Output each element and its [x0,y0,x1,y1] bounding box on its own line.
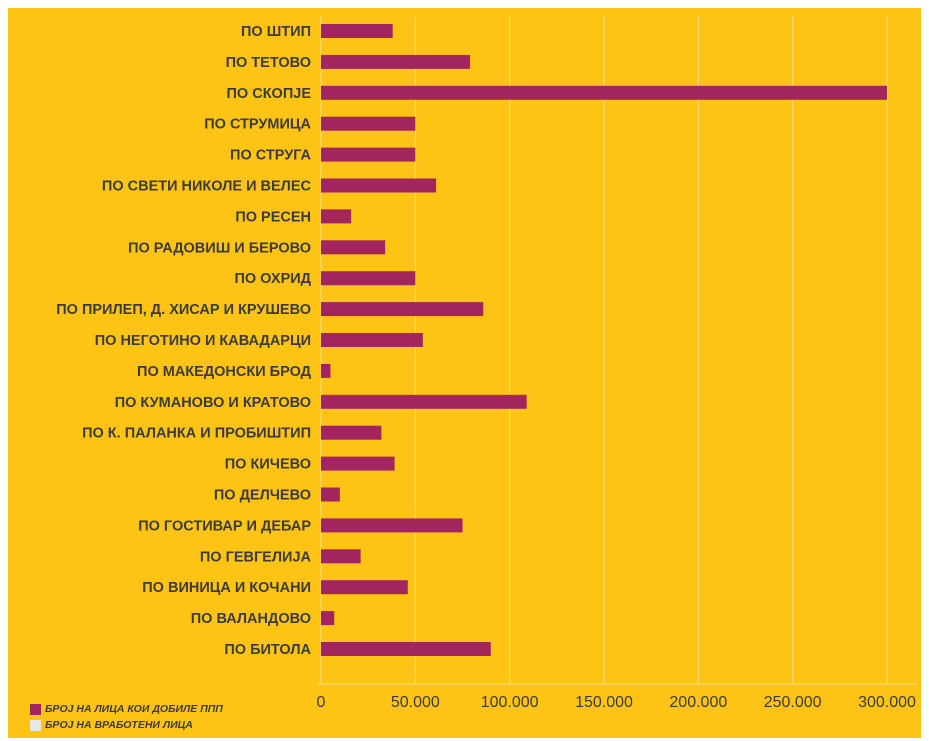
category-label: ПО ДЕЛЧЕВО [214,488,311,504]
category-label: ПО СКОПЈЕ [227,86,312,102]
category-label: ПО ОХРИД [234,271,311,287]
legend-label: БРОЈ НА ЛИЦА КОИ ДОБИЛЕ ППП [45,703,223,715]
legend-swatch [30,703,41,715]
legend: БРОЈ НА ЛИЦА КОИ ДОБИЛЕ ППП БРОЈ НА ВРАБ… [30,701,223,733]
legend-item: БРОЈ НА ЛИЦА КОИ ДОБИЛЕ ППП [30,701,223,717]
bar [321,54,471,69]
bar [321,333,423,347]
bar-chart: ПО ШТИП ПО ТЕТОВО ПО СКОПЈЕ ПО СТРУМИЦА ПО С… [56,16,917,711]
x-tick-label: 0 [317,694,326,711]
category-label: ПО КИЧЕВО [225,457,311,473]
x-tick-label: 250.000 [764,694,822,711]
legend-label: БРОЈ НА ВРАБОТЕНИ ЛИЦА [45,719,193,731]
category-label: ПО БИТОЛА [224,642,311,658]
category-label: ПО СВЕТИ НИКОЛЕ И ВЕЛЕС [102,179,312,195]
bar [321,271,416,286]
bar [321,178,437,193]
category-label: ПО КУМАНОВО И КРАТОВО [115,395,311,411]
bar [321,487,340,502]
bar [321,363,331,378]
bar [321,611,335,626]
category-labels: ПО ШТИП ПО ТЕТОВО ПО СКОПЈЕ ПО СТРУМИЦА ПО С… [56,24,311,658]
category-label: ПО СТРУМИЦА [204,117,311,133]
x-tick-label: 300.000 [858,694,916,711]
category-label: ПО ШТИП [241,24,311,40]
category-label: ПО РАДОВИШ И БЕРОВО [128,240,311,256]
bar [321,147,416,162]
legend-item: БРОЈ НА ВРАБОТЕНИ ЛИЦА [30,717,223,733]
bar [321,116,416,131]
bar [321,394,527,409]
bar [321,302,484,317]
bar [321,240,386,255]
category-label: ПО ГЕВГЕЛИЈА [200,549,312,565]
category-label: ПО ВАЛАНДОВО [191,611,311,627]
bar [321,24,393,38]
x-tick-label: 150.000 [575,694,633,711]
x-tick-label: 200.000 [669,694,727,711]
bar [321,580,408,595]
category-label: ПО МАКЕДОНСКИ БРОД [137,364,312,380]
legend-swatch [30,719,41,731]
category-label: ПО К. ПАЛАНКА И ПРОБИШТИП [82,426,311,442]
bar [321,85,887,100]
category-label: ПО РЕСЕН [235,209,311,225]
category-label: ПО ТЕТОВО [226,55,311,71]
bar [321,642,491,656]
bar [321,518,463,533]
category-label: ПО ВИНИЦА И КОЧАНИ [142,580,311,596]
x-tick-label: 50.000 [391,694,440,711]
x-axis-tick-labels: 0 50.000 100.000 150.000 200.000 250.000 300.0… [317,694,916,711]
bar [321,456,395,471]
category-label: ПО СТРУГА [230,148,312,164]
chart-panel: ПО ШТИП ПО ТЕТОВО ПО СКОПЈЕ ПО СТРУМИЦА ПО С… [8,8,921,738]
bar [321,549,361,564]
x-tick-label: 100.000 [481,694,539,711]
category-label: ПО ПРИЛЕП, Д. ХИСАР И КРУШЕВО [56,302,311,318]
bar [321,209,352,224]
category-label: ПО ГОСТИВАР И ДЕБАР [138,518,311,534]
bar [321,425,382,440]
bars [321,24,887,656]
category-label: ПО НЕГОТИНО И КАВАДАРЦИ [95,333,311,349]
